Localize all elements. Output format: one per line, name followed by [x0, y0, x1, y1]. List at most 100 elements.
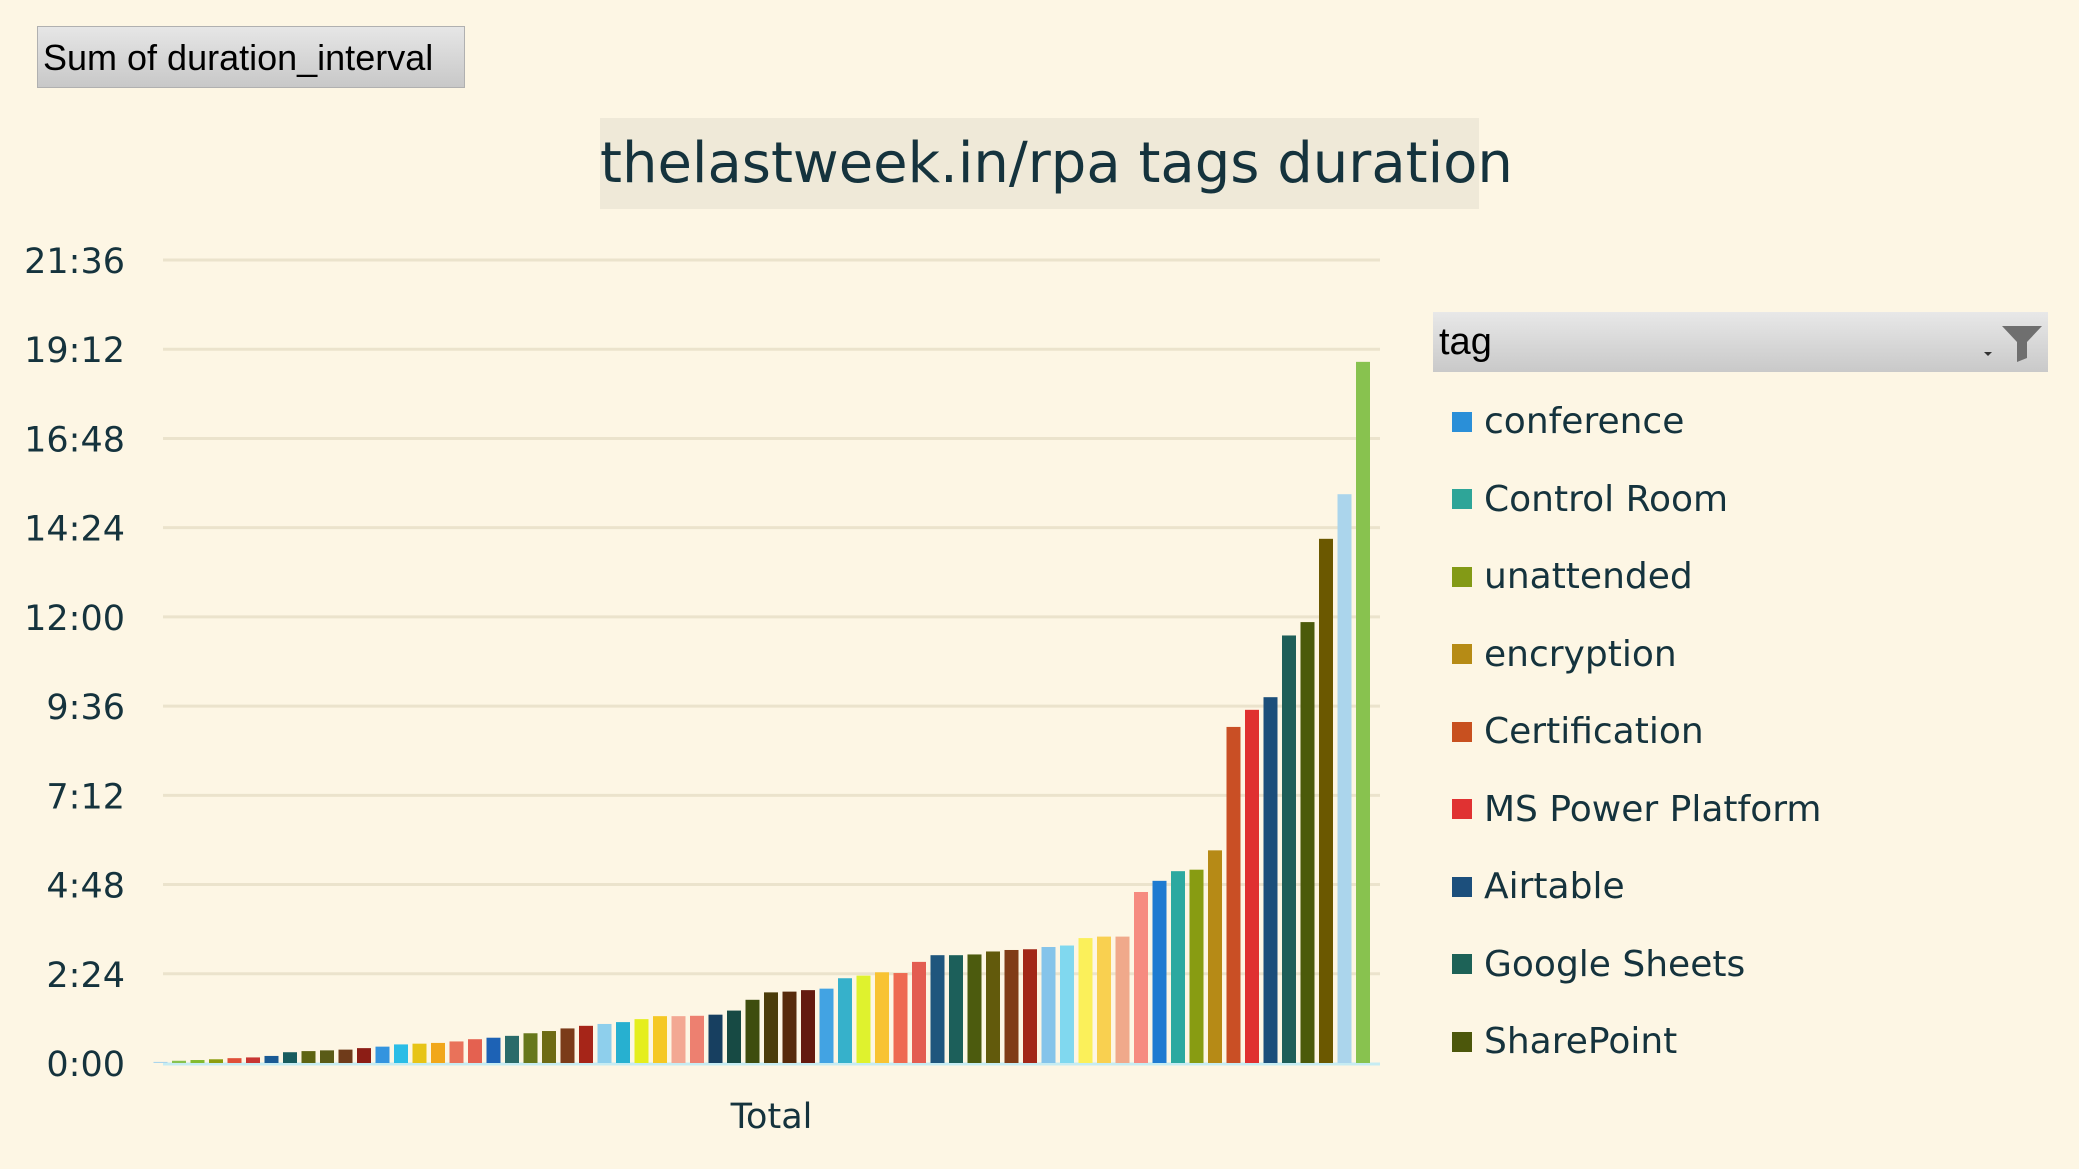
- bar: [1282, 635, 1296, 1063]
- legend-swatch: [1452, 411, 1472, 432]
- filter-funnel-shape: [2002, 326, 2042, 362]
- bar: [856, 975, 871, 1063]
- bar: [1300, 622, 1315, 1063]
- y-tick-label: 0:00: [46, 1045, 125, 1085]
- bar: [912, 961, 926, 1063]
- bar: [838, 978, 852, 1063]
- bar-series: [153, 361, 1370, 1063]
- bar: [449, 1041, 464, 1063]
- bar: [986, 951, 1000, 1063]
- legend-label: Airtable: [1484, 866, 1625, 908]
- legend-swatch: [1452, 566, 1472, 587]
- bar: [1208, 850, 1222, 1063]
- bar: [431, 1042, 445, 1063]
- y-tick-label: 16:48: [24, 420, 125, 460]
- bar: [1337, 494, 1352, 1063]
- bar: [190, 1060, 205, 1063]
- y-tick-label: 7:12: [46, 777, 125, 817]
- bar: [782, 991, 797, 1063]
- bar: [801, 990, 815, 1063]
- bar: [579, 1025, 593, 1063]
- bar: [671, 1016, 686, 1063]
- bar: [690, 1015, 704, 1063]
- bar: [1189, 869, 1204, 1063]
- filter-icon[interactable]: [1974, 318, 2044, 366]
- bar: [560, 1028, 575, 1063]
- bar: [1041, 947, 1056, 1063]
- legend-swatch: [1452, 799, 1472, 820]
- legend-label: Certification: [1484, 711, 1704, 753]
- y-axis-tick-labels: 0:00 2:24 4:48 7:12 9:36 12:00 14:24 16:48 19:12…: [24, 242, 125, 1085]
- bar: [930, 955, 945, 1063]
- bar: [1023, 949, 1037, 1063]
- bar: [542, 1031, 556, 1063]
- legend-item: conference: [1452, 383, 2052, 461]
- bar: [301, 1051, 316, 1063]
- bar: [505, 1035, 519, 1063]
- legend-label: SharePoint: [1484, 1021, 1678, 1063]
- y-tick-label: 2:24: [46, 956, 125, 996]
- bar: [708, 1014, 723, 1063]
- bar: [764, 992, 778, 1063]
- legend-item: Control Room: [1452, 461, 2052, 539]
- legend-item: encryption: [1452, 616, 2052, 694]
- bar: [486, 1037, 501, 1063]
- chart-title: thelastweek.in/rpa tags duration: [600, 118, 1513, 209]
- y-tick-label: 19:12: [24, 331, 125, 371]
- legend-label: encryption: [1484, 633, 1677, 675]
- bar: [1356, 361, 1370, 1063]
- bar: [597, 1023, 612, 1063]
- legend-swatch: [1452, 489, 1472, 510]
- legend-field-header[interactable]: tag: [1433, 312, 2048, 372]
- bar: [153, 1061, 168, 1063]
- bar: [1226, 726, 1241, 1063]
- bar: [375, 1046, 390, 1063]
- bar: [338, 1049, 353, 1063]
- legend-item: unattended: [1452, 538, 2052, 616]
- bar: [1097, 936, 1111, 1063]
- bar: [949, 955, 963, 1063]
- legend-label: MS Power Platform: [1484, 788, 1822, 830]
- bar: [209, 1059, 223, 1063]
- legend-swatch: [1452, 876, 1472, 897]
- bar: [1245, 709, 1259, 1063]
- dropdown-arrow-icon: [1984, 352, 1992, 356]
- bar: [616, 1022, 630, 1063]
- legend-swatch: [1452, 721, 1472, 742]
- legend-label: unattended: [1484, 556, 1693, 598]
- bar: [1115, 936, 1130, 1063]
- bar: [875, 972, 889, 1063]
- bar: [412, 1043, 427, 1063]
- legend-label: Google Sheets: [1484, 943, 1746, 985]
- bar: [468, 1039, 482, 1063]
- legend-field-label: tag: [1439, 321, 1492, 363]
- bar: [1263, 697, 1278, 1063]
- legend-item: Google Sheets: [1452, 926, 2052, 1004]
- bar: [1152, 880, 1167, 1063]
- sum-of-duration-field-button[interactable]: Sum of duration_interval: [37, 26, 465, 88]
- bar: [283, 1052, 297, 1063]
- bar: [172, 1060, 186, 1063]
- bar: [320, 1050, 334, 1063]
- gridlines: [163, 258, 1380, 1066]
- bar: [1004, 949, 1019, 1063]
- legend-label: Control Room: [1484, 478, 1729, 520]
- bar: [1078, 938, 1093, 1063]
- y-tick-label: 12:00: [24, 599, 125, 639]
- legend-item: Airtable: [1452, 848, 2052, 926]
- bar: [1134, 891, 1148, 1063]
- x-tick-label: Total: [730, 1097, 813, 1137]
- bar: [1060, 945, 1074, 1063]
- bar: [264, 1055, 279, 1063]
- x-axis-tick-labels: Total: [730, 1097, 813, 1137]
- bar: [357, 1048, 371, 1063]
- y-tick-label: 9:36: [46, 688, 125, 728]
- bar: [893, 973, 908, 1063]
- bar: [394, 1044, 408, 1063]
- bar: [819, 988, 834, 1063]
- bar: [523, 1033, 538, 1063]
- y-tick-label: 4:48: [46, 867, 125, 907]
- bar: [653, 1016, 667, 1063]
- legend-item: MS Power Platform: [1452, 771, 2052, 849]
